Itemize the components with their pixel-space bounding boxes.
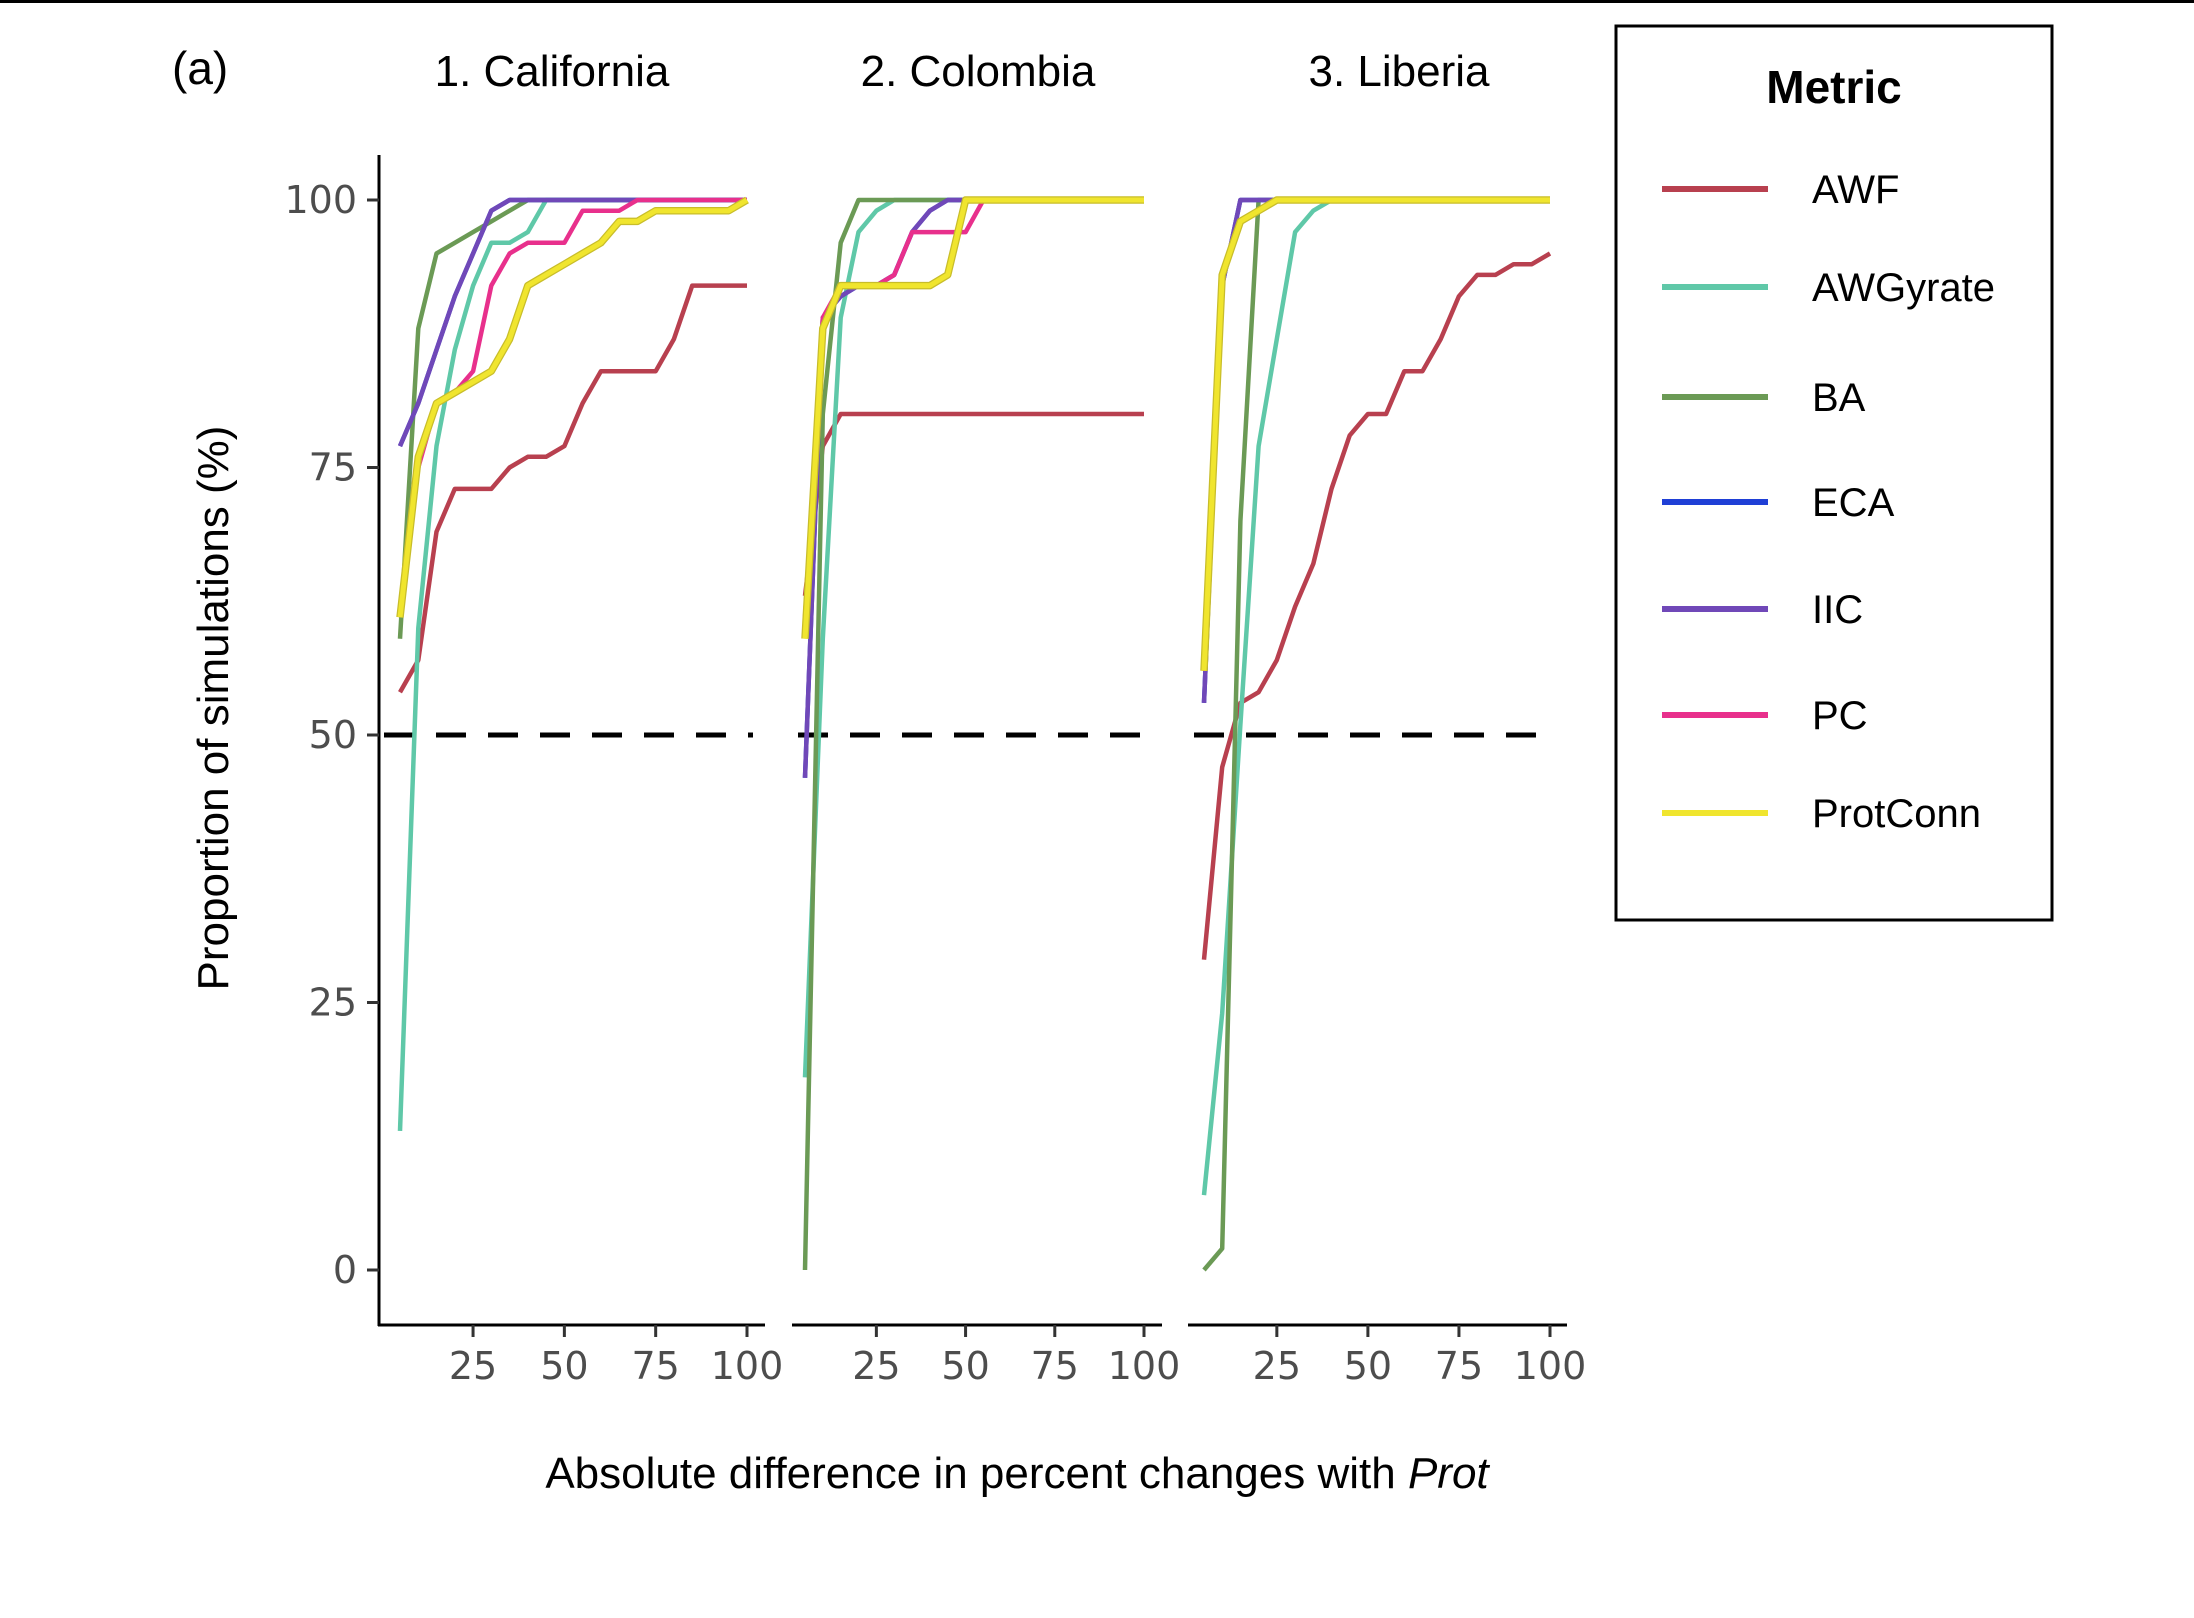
x-tick-label: 100 <box>1514 1344 1587 1388</box>
series-line-protconn <box>802 197 1144 639</box>
facet-title-california: 1. California <box>435 47 670 96</box>
x-tick-label: 75 <box>1435 1344 1483 1388</box>
x-tick-label: 75 <box>632 1344 680 1388</box>
x-tick-label: 25 <box>1253 1344 1301 1388</box>
legend-label-protconn: ProtConn <box>1812 792 1981 836</box>
legend-label-pc: PC <box>1812 694 1868 738</box>
y-tick-label: 25 <box>309 981 357 1025</box>
x-tick-label: 75 <box>1031 1344 1079 1388</box>
y-tick-label: 0 <box>333 1248 357 1292</box>
series-line-protconn <box>397 197 749 618</box>
series-line-eca <box>397 197 747 447</box>
y-axis: 0 25 50 75 100 <box>284 155 381 1326</box>
x-tick-label: 100 <box>1108 1344 1181 1388</box>
x-tick-label: 25 <box>449 1344 497 1388</box>
x-tick-label: 50 <box>540 1344 588 1388</box>
series-line-awf <box>802 411 1144 597</box>
facet-title-colombia: 2. Colombia <box>861 47 1096 96</box>
series-line-awf <box>1201 251 1552 960</box>
legend-title: Metric <box>1766 61 1901 113</box>
x-axis-label: Absolute difference in percent changes w… <box>545 1449 1490 1498</box>
panel-1: 25 50 75 100 <box>378 196 784 1388</box>
top-border-line <box>0 0 2194 3</box>
y-tick-label: 50 <box>309 713 357 757</box>
facet-title-liberia: 3. Liberia <box>1308 47 1490 96</box>
series-line-awgyrate <box>1201 197 1550 1196</box>
series-line-awgyrate <box>397 197 747 1131</box>
x-axis-label-italic: Prot <box>1408 1449 1490 1498</box>
y-tick-label: 100 <box>284 178 357 222</box>
x-tick-label: 50 <box>1344 1344 1392 1388</box>
legend-label-awf: AWF <box>1812 168 1899 212</box>
legend: Metric AWF AWGyrate BA ECA IIC PC ProtConn <box>1614 24 2054 922</box>
x-tick-label: 50 <box>941 1344 989 1388</box>
panels: 25 50 75 100 25 50 75 100 25 50 75 100 <box>378 196 1587 1388</box>
legend-label-awgyrate: AWGyrate <box>1812 266 1995 310</box>
series-outline-protconn <box>801 196 1144 639</box>
y-tick-label: 75 <box>309 446 357 490</box>
legend-label-iic: IIC <box>1812 588 1863 632</box>
series-line-iic <box>397 197 747 447</box>
legend-label-ba: BA <box>1812 376 1866 420</box>
x-tick-label: 100 <box>711 1344 784 1388</box>
panel-label: (a) <box>172 42 228 94</box>
legend-items: AWF AWGyrate BA ECA IIC PC ProtConn <box>1662 168 1995 836</box>
y-axis-label: Proportion of simulations (%) <box>189 426 238 991</box>
series-line-pc <box>802 197 1144 618</box>
facet-titles: 1. California 2. Colombia 3. Liberia <box>435 47 1490 96</box>
legend-box <box>1614 24 2054 922</box>
panel-3: 25 50 75 100 <box>1188 196 1587 1388</box>
legend-label-eca: ECA <box>1812 481 1895 525</box>
series-line-awf <box>398 283 747 694</box>
panel-2: 25 50 75 100 <box>792 196 1181 1388</box>
series-line-awgyrate <box>802 197 1144 1078</box>
series-outline-protconn <box>396 196 749 618</box>
x-axis-label-main: Absolute difference in percent changes w… <box>545 1449 1408 1498</box>
series-line-protconn <box>1201 197 1550 671</box>
x-tick-label: 25 <box>852 1344 900 1388</box>
